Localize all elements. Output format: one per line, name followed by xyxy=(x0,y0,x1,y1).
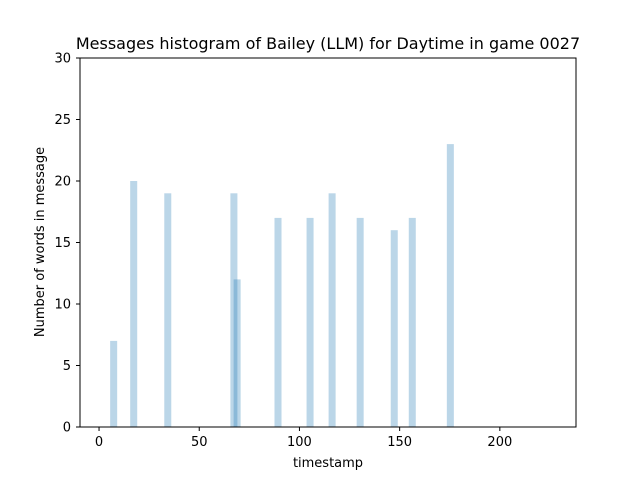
histogram-bar-6 xyxy=(306,217,314,427)
x-tick-label: 0 xyxy=(95,435,103,450)
y-tick-label: 25 xyxy=(54,113,71,128)
x-axis-label: timestamp xyxy=(293,456,363,471)
histogram-bar-2 xyxy=(164,193,172,427)
histogram-bar-0 xyxy=(110,340,118,427)
y-tick-label: 5 xyxy=(63,359,71,374)
histogram-bar-10 xyxy=(408,217,416,427)
y-axis: 0 5 10 15 20 25 30 xyxy=(54,52,80,436)
chart-title: Messages histogram of Bailey (LLM) for D… xyxy=(76,34,580,53)
y-tick-label: 0 xyxy=(63,421,71,436)
x-tick-label: 100 xyxy=(287,435,312,450)
x-axis: 0 50 100 150 200 xyxy=(95,427,512,450)
x-tick-label: 50 xyxy=(191,435,208,450)
histogram-bar-11 xyxy=(446,144,454,427)
x-tick-label: 150 xyxy=(387,435,412,450)
y-tick-label: 20 xyxy=(54,175,71,190)
histogram-bar-1 xyxy=(130,181,138,427)
y-tick-label: 30 xyxy=(54,52,71,67)
histogram-bar-3 xyxy=(230,193,238,427)
plot-frame xyxy=(79,57,577,428)
x-tick-label: 200 xyxy=(487,435,512,450)
y-tick-label: 10 xyxy=(54,298,71,313)
bars-layer xyxy=(110,144,454,427)
histogram-bar-7 xyxy=(328,193,336,427)
histogram-bar-8 xyxy=(356,217,364,427)
histogram-bar-9 xyxy=(390,230,398,427)
histogram-bar-4 xyxy=(233,279,241,427)
histogram-bar-5 xyxy=(274,217,282,427)
y-axis-label: Number of words in message xyxy=(33,147,48,337)
y-tick-label: 15 xyxy=(54,236,71,251)
